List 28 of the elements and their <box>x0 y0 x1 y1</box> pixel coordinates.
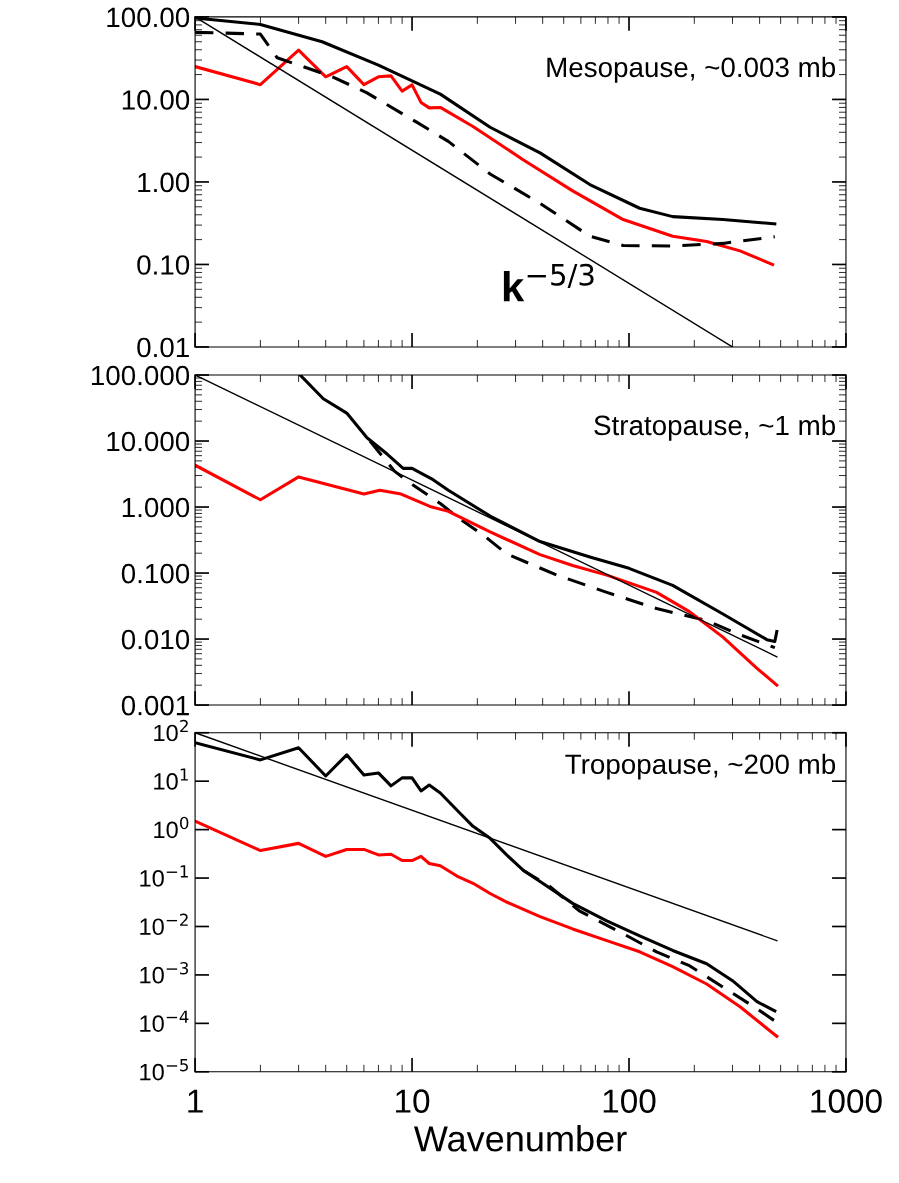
x-axis-title: Wavenumber <box>413 1125 627 1152</box>
y-tick-label: 1.000 <box>122 497 190 518</box>
y-tick-label: 10$^{−5}$ <box>140 1059 188 1081</box>
y-tick-label: 10$^{2}$ <box>154 719 188 742</box>
y-tick-label: 10.000 <box>107 431 190 452</box>
y-tick-label: 0.010 <box>121 629 190 650</box>
y-tick-label: 10$^{−4}$ <box>140 1010 189 1032</box>
x-tick-label: 1000 <box>811 1089 882 1113</box>
y-tick-label: 0.10 <box>137 255 190 275</box>
annotation: Stratopause, ~1 mb <box>594 414 836 441</box>
y-tick-label: 0.001 <box>121 695 189 716</box>
y-tick-label: 100.000 <box>91 365 190 386</box>
y-tick-label: 10$^{0}$ <box>154 816 189 839</box>
annotation: Tropopause, ~200 mb <box>565 753 836 780</box>
x-tick-label: 10 <box>396 1089 430 1113</box>
y-tick-label: 1.00 <box>138 172 190 193</box>
y-tick-label: 0.100 <box>121 563 190 584</box>
y-tick-label: 10$^{1}$ <box>154 768 188 790</box>
y-tick-label: 10$^{−3}$ <box>140 962 189 984</box>
y-tick-label: 10$^{−1}$ <box>140 865 188 887</box>
annotation: Mesopause, ~0.003 mb <box>547 56 836 83</box>
annotation: k$^{−5/3}$ <box>503 263 594 302</box>
y-tick-label: 10$^{−2}$ <box>140 913 188 936</box>
x-tick-label: 1 <box>188 1089 203 1113</box>
y-tick-label: 100.00 <box>107 7 190 28</box>
y-tick-label: 10.00 <box>122 90 190 110</box>
x-tick-label: 100 <box>603 1089 656 1113</box>
y-tick-label: 0.01 <box>137 337 189 358</box>
